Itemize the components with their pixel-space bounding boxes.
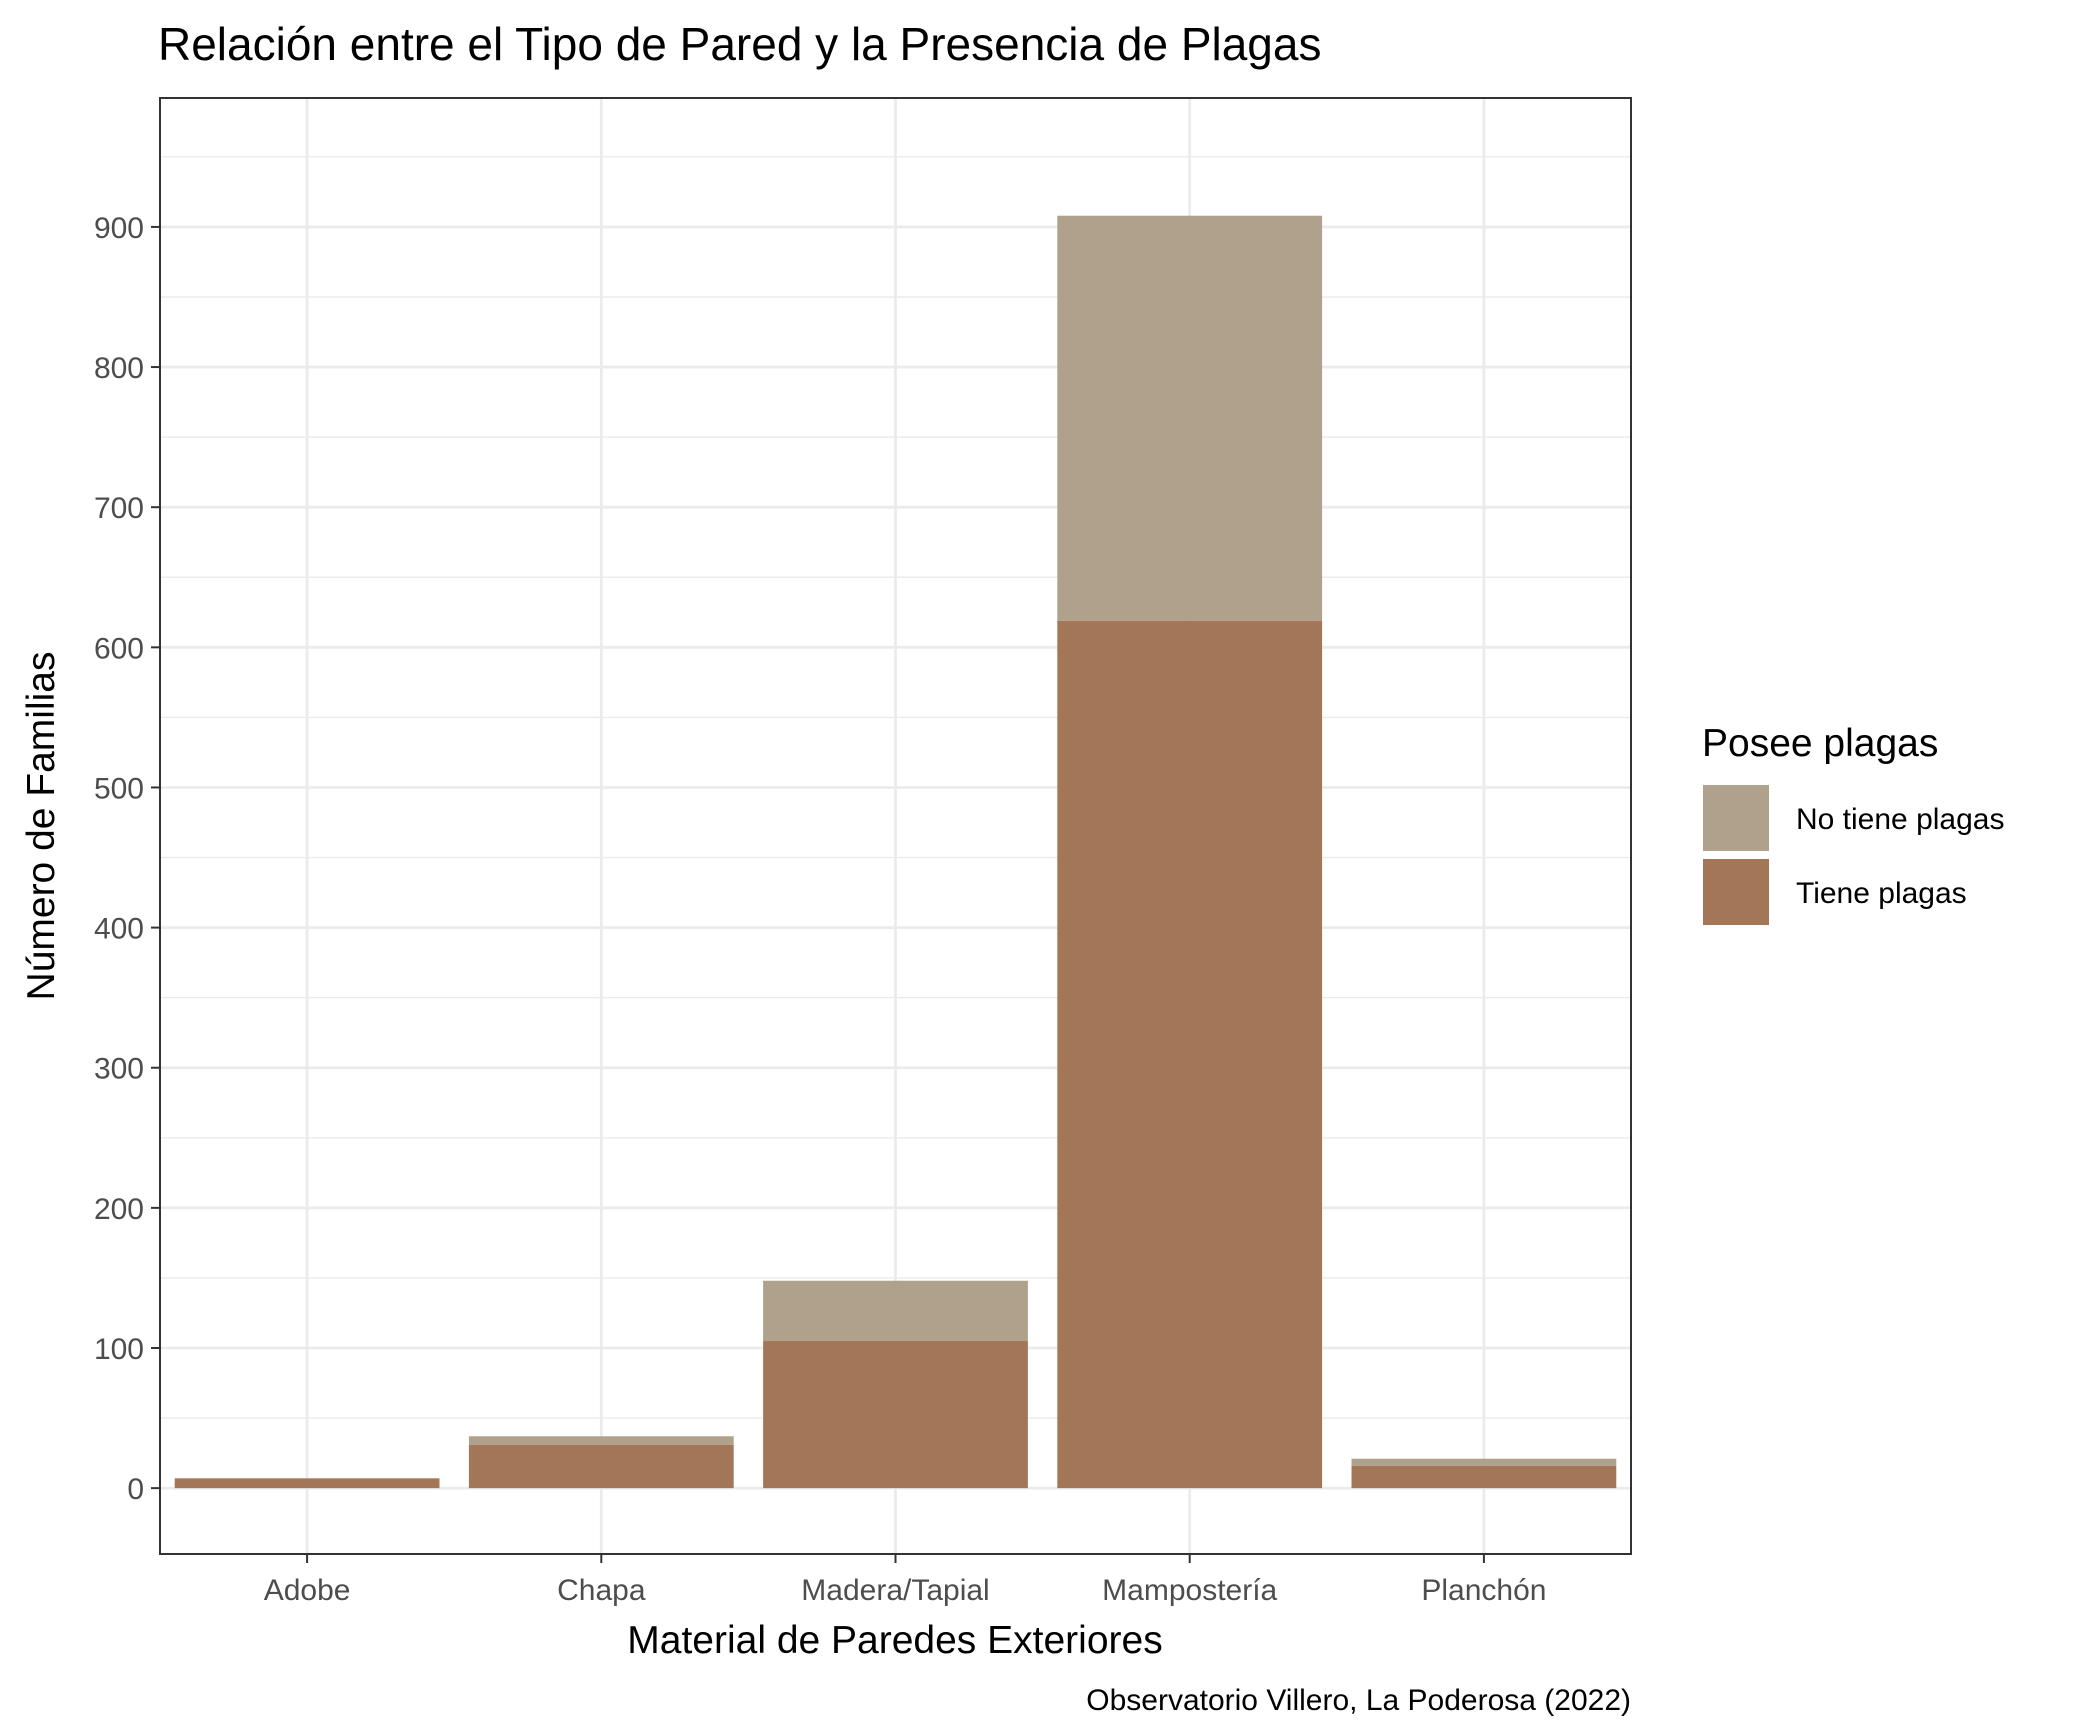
x-tick-label: Adobe — [264, 1574, 351, 1607]
bar-chapa-no-tiene-plagas — [468, 1436, 734, 1445]
bar-madera-tapial-tiene-plagas — [763, 1340, 1028, 1489]
legend-title: Posee plagas — [1702, 722, 1938, 765]
y-tick-label: 800 — [94, 352, 144, 385]
bar-chapa-tiene-plagas — [468, 1444, 734, 1489]
y-tick-label: 600 — [94, 632, 144, 665]
bar-adobe-tiene-plagas — [174, 1478, 440, 1489]
bar-planch-n-tiene-plagas — [1351, 1465, 1617, 1489]
legend-key — [1703, 785, 1769, 851]
y-tick-label: 100 — [94, 1333, 144, 1366]
x-tick-label: Mampostería — [1102, 1574, 1277, 1607]
y-tick-label: 400 — [94, 913, 144, 946]
y-axis: 0 100 200 300 400 500 600 700 800 900 — [94, 212, 160, 1506]
y-tick-label: 500 — [94, 772, 144, 805]
bar-mamposter-a-tiene-plagas — [1057, 620, 1323, 1489]
y-tick-label: 300 — [94, 1053, 144, 1086]
x-tick-label: Planchón — [1421, 1574, 1546, 1607]
bars — [174, 215, 1617, 1489]
bar-planch-n-no-tiene-plagas — [1351, 1458, 1617, 1466]
chart-title: Relación entre el Tipo de Pared y la Pre… — [158, 18, 1321, 70]
y-tick-label: 900 — [94, 212, 144, 245]
y-axis-title: Número de Familias — [20, 652, 63, 1001]
plot-panel — [159, 97, 1632, 1555]
y-tick-label: 200 — [94, 1193, 144, 1226]
x-axis-title: Material de Paredes Exteriores — [627, 1619, 1162, 1662]
y-tick-label: 0 — [127, 1473, 144, 1506]
legend-label: No tiene plagas — [1796, 803, 2004, 836]
bar-madera-tapial-no-tiene-plagas — [763, 1280, 1028, 1341]
y-tick-label: 700 — [94, 492, 144, 525]
legend: Posee plagas No tiene plagas Tiene plagas — [1702, 722, 2004, 925]
x-tick-label: Chapa — [557, 1574, 646, 1607]
chart-caption: Observatorio Villero, La Poderosa (2022) — [1086, 1684, 1631, 1717]
x-axis: Adobe Chapa Madera/Tapial Mampostería Planch… — [264, 1554, 1546, 1607]
x-tick-label: Madera/Tapial — [801, 1574, 989, 1607]
legend-key — [1703, 859, 1769, 925]
legend-label: Tiene plagas — [1796, 877, 1967, 910]
bar-mamposter-a-no-tiene-plagas — [1057, 215, 1323, 621]
